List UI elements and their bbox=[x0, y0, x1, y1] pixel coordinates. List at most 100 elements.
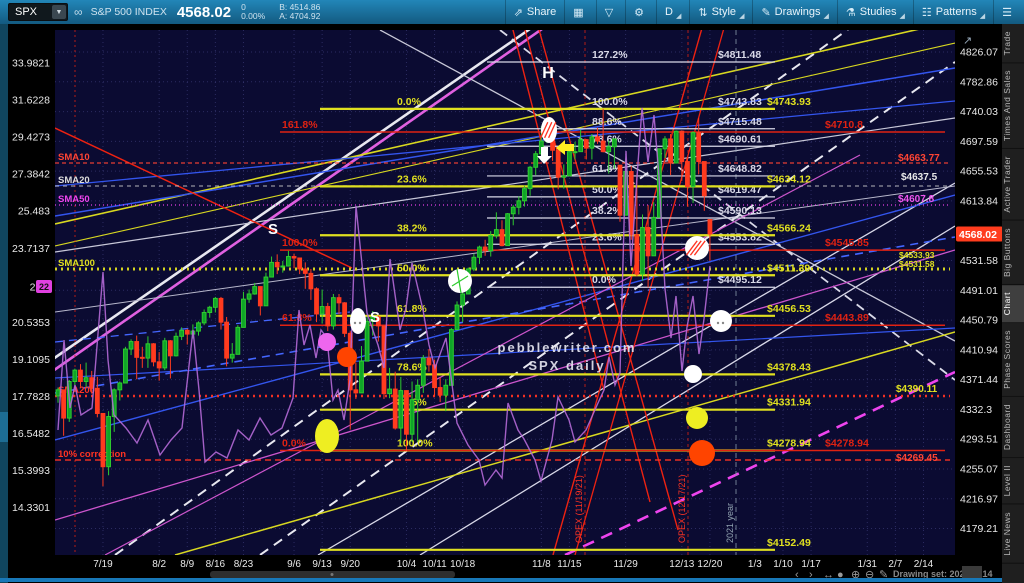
trendline[interactable] bbox=[55, 67, 955, 217]
trendline[interactable] bbox=[317, 182, 955, 555]
ellipse-marker[interactable] bbox=[686, 407, 708, 429]
symbol-description: S&P 500 INDEX bbox=[90, 6, 167, 18]
gadget-tab-times-and-sales[interactable]: Times And Sales bbox=[1002, 63, 1024, 150]
trendline[interactable] bbox=[564, 370, 955, 555]
trendline[interactable] bbox=[55, 249, 955, 521]
trendline[interactable] bbox=[552, 28, 703, 555]
gadget-tab-dashboard[interactable]: Dashboard bbox=[1002, 397, 1024, 459]
letter-annotation[interactable]: S bbox=[370, 309, 380, 326]
annotation-drawings[interactable]: H S S bbox=[268, 65, 732, 466]
svg-text:4740.03: 4740.03 bbox=[960, 106, 998, 118]
plot-area[interactable] bbox=[55, 30, 955, 555]
draw-icon[interactable]: ✎ bbox=[879, 569, 888, 581]
ellipse-marker[interactable] bbox=[337, 347, 357, 367]
link-icon[interactable]: ∞ bbox=[74, 5, 83, 19]
vix-axis[interactable]: 33.9821 31.6228 29.4273 27.3842 25.483 23.713… bbox=[12, 58, 52, 515]
gadget-tab-live-news[interactable]: Live News bbox=[1002, 504, 1024, 564]
letter-annotation[interactable]: S bbox=[268, 221, 278, 238]
price-axis[interactable]: 4826.07 4782.86 4740.03 4697.59 4655.53 4613.… bbox=[956, 35, 1003, 535]
ellipse-marker[interactable] bbox=[315, 419, 339, 453]
axis-corner-icon[interactable]: ↗ bbox=[963, 35, 972, 47]
trendline[interactable] bbox=[40, 24, 540, 368]
trendline[interactable] bbox=[55, 236, 955, 394]
fib-price-label: $4553.82 bbox=[718, 231, 762, 243]
fib-retracement-white[interactable]: 127.2% $4811.48 100.0% $4743.83 88.6% $4715.4… bbox=[487, 49, 775, 288]
svg-text:27.3842: 27.3842 bbox=[12, 169, 50, 181]
trendline[interactable] bbox=[55, 100, 955, 187]
trendline[interactable] bbox=[55, 24, 955, 225]
flask-icon: ▽ bbox=[604, 6, 614, 19]
ellipse-marker[interactable] bbox=[318, 333, 336, 351]
trendline[interactable] bbox=[55, 327, 955, 379]
trendline[interactable] bbox=[55, 42, 955, 247]
calendar-button[interactable]: ▦ bbox=[564, 0, 595, 24]
bottom-corner-box[interactable] bbox=[962, 566, 982, 579]
trendline[interactable] bbox=[574, 28, 725, 555]
trendline[interactable] bbox=[104, 154, 861, 555]
ellipse-marker[interactable] bbox=[684, 365, 702, 383]
fib-pct-label: 0.0% bbox=[397, 96, 422, 108]
patterns-button[interactable]: ☷ Patterns ◢ bbox=[912, 0, 993, 24]
sma-label: SMA10 bbox=[58, 152, 90, 163]
scrollbar-handle[interactable] bbox=[330, 573, 334, 576]
symbol-dropdown-icon[interactable]: ▼ bbox=[52, 5, 67, 19]
arrow-annotation[interactable] bbox=[556, 140, 574, 155]
svg-text:2/7: 2/7 bbox=[888, 559, 902, 570]
trendline[interactable] bbox=[55, 127, 353, 269]
ellipse-marker[interactable] bbox=[685, 236, 709, 260]
trendline[interactable] bbox=[259, 61, 955, 555]
trendline[interactable] bbox=[55, 185, 955, 313]
time-axis[interactable]: 7/19 8/2 8/9 8/16 8/23 9/6 9/13 9/20 10/4 10/11 10… bbox=[93, 559, 933, 570]
gadget-tab-big-buttons[interactable]: Big Buttons bbox=[1002, 220, 1024, 285]
letter-annotation[interactable]: H bbox=[542, 65, 554, 82]
gadget-tab-active-trader[interactable]: Active Trader bbox=[1002, 149, 1024, 221]
fib-projection-red[interactable]: 161.8% $4710.8 100.0% $4545.85 61.8% $4443.89… bbox=[280, 119, 945, 452]
trendline[interactable] bbox=[512, 26, 605, 391]
svg-text:4568.02: 4568.02 bbox=[959, 229, 997, 241]
svg-text:4697.59: 4697.59 bbox=[960, 136, 998, 148]
trendline[interactable] bbox=[55, 117, 955, 253]
caret-icon: ◢ bbox=[899, 13, 905, 20]
menu-button[interactable]: ☰ bbox=[993, 0, 1024, 24]
ellipse-marker[interactable] bbox=[710, 310, 732, 332]
fib-price-label: $4456.53 bbox=[767, 303, 811, 315]
chart-canvas[interactable]: OPEX (11/19/21) OPEX (12/17/21) 2021 year S… bbox=[0, 24, 1024, 583]
vertical-event-lines[interactable]: OPEX (11/19/21) OPEX (12/17/21) 2021 year bbox=[74, 30, 737, 555]
zoom-in-icon[interactable]: ⊕ bbox=[851, 569, 860, 581]
trendline[interactable] bbox=[114, 28, 850, 555]
flask-button[interactable]: ▽ bbox=[595, 0, 625, 24]
ellipse-marker[interactable] bbox=[689, 440, 715, 466]
arrow-annotation[interactable] bbox=[537, 147, 552, 164]
trendline[interactable] bbox=[55, 311, 351, 343]
trendline[interactable] bbox=[40, 24, 552, 380]
svg-text:8/23: 8/23 bbox=[234, 559, 254, 570]
scroll-left-icon[interactable]: ‹ bbox=[795, 569, 799, 581]
trendline[interactable] bbox=[524, 26, 651, 503]
trendline-drawings[interactable] bbox=[40, 24, 955, 555]
trendline[interactable] bbox=[55, 194, 955, 441]
settings-button[interactable]: ⚙ bbox=[625, 0, 656, 24]
timeframe-button[interactable]: D ◢ bbox=[656, 0, 689, 24]
svg-text:4613.84: 4613.84 bbox=[960, 195, 998, 207]
symbol-input[interactable]: SPX ▼ bbox=[8, 3, 69, 21]
pan-icon[interactable]: ↔ bbox=[823, 569, 834, 581]
gadget-tab-chart[interactable]: Chart bbox=[1002, 284, 1024, 324]
left-edge-handle[interactable] bbox=[0, 412, 8, 442]
share-button[interactable]: ⇗ Share bbox=[504, 0, 565, 24]
gadget-tab-trade[interactable]: Trade bbox=[1002, 24, 1024, 64]
gadget-tab-level-ii[interactable]: Level II bbox=[1002, 458, 1024, 505]
fib-pct-label: 88.6% bbox=[592, 116, 622, 128]
ellipse-marker[interactable] bbox=[350, 308, 366, 334]
auto-center-icon[interactable]: ● bbox=[837, 569, 844, 581]
drawings-button[interactable]: ✎ Drawings ◢ bbox=[752, 0, 836, 24]
ellipse-marker[interactable] bbox=[541, 117, 557, 143]
svg-text:17.7828: 17.7828 bbox=[12, 391, 50, 403]
studies-button[interactable]: ⚗ Studies ◢ bbox=[836, 0, 913, 24]
scroll-right-icon[interactable]: › bbox=[809, 569, 813, 581]
trendline[interactable] bbox=[174, 331, 955, 555]
gadget-tab-phase-scores[interactable]: Phase Scores bbox=[1002, 323, 1024, 398]
style-button[interactable]: ⇅ Style ◢ bbox=[689, 0, 752, 24]
trendline[interactable] bbox=[538, 26, 679, 531]
svg-text:$4533.93: $4533.93 bbox=[899, 250, 935, 260]
zoom-out-icon[interactable]: ⊖ bbox=[865, 569, 874, 581]
